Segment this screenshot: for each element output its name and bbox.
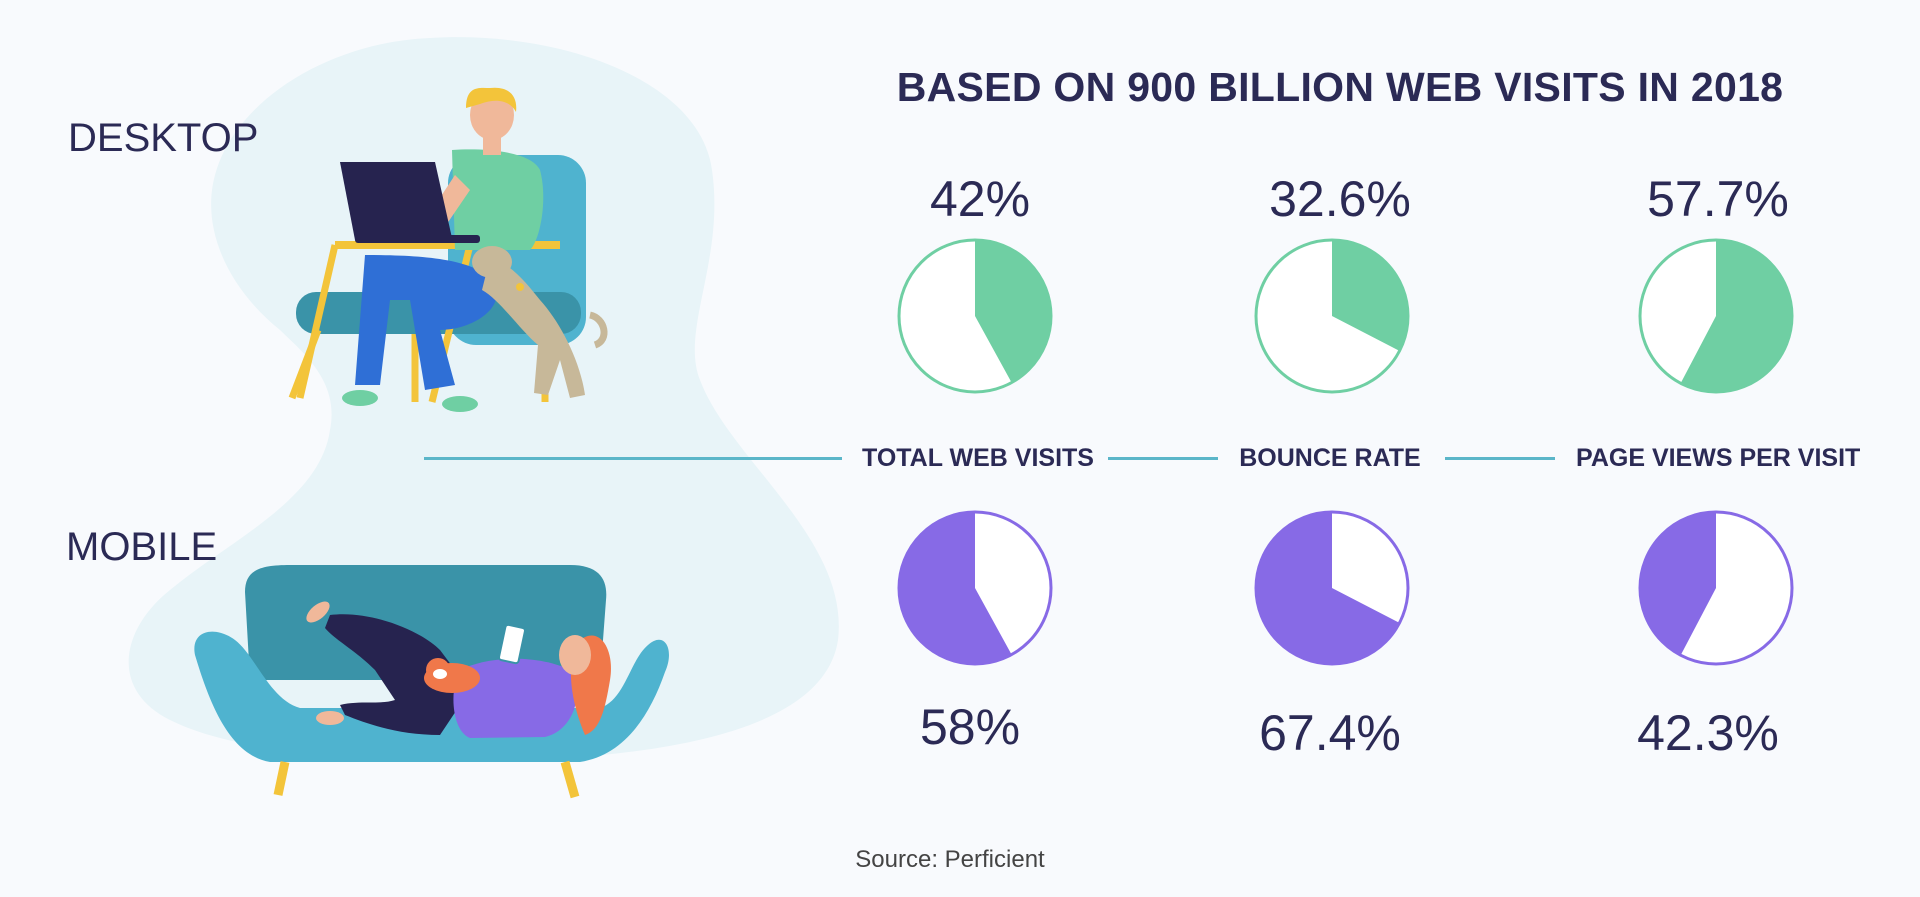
desktop-label: DESKTOP bbox=[68, 116, 259, 160]
desktop-pie-slice bbox=[1680, 240, 1792, 393]
mobile-pie-slice bbox=[1256, 512, 1400, 664]
desktop-pie bbox=[1638, 238, 1794, 394]
metric-label-bounce-rate: BOUNCE RATE bbox=[1239, 444, 1421, 472]
desktop-value-label: 57.7% bbox=[1647, 171, 1789, 227]
desktop-pie bbox=[1254, 238, 1410, 394]
mobile-value-label: 67.4% bbox=[1259, 705, 1401, 761]
desktop-person-icon bbox=[288, 87, 608, 412]
desktop-value-label: 32.6% bbox=[1269, 171, 1411, 227]
mobile-pie bbox=[1638, 510, 1794, 666]
mobile-pie-slice bbox=[1639, 512, 1716, 656]
connector-line bbox=[1445, 457, 1555, 460]
desktop-pie-slice bbox=[1332, 240, 1409, 351]
desktop-value-label: 42% bbox=[929, 171, 1031, 227]
source-note: Source: Perficient bbox=[855, 846, 1045, 873]
mobile-pie bbox=[1254, 510, 1410, 666]
metric-label-total-web-visits: TOTAL WEB VISITS bbox=[862, 444, 1094, 472]
mobile-pie-slice bbox=[898, 512, 1012, 664]
connector-line bbox=[1108, 457, 1218, 460]
mobile-value-label: 58% bbox=[919, 699, 1021, 755]
mobile-label: MOBILE bbox=[66, 525, 218, 569]
metric-label-page-views-per-visit: PAGE VIEWS PER VISIT bbox=[1576, 444, 1861, 472]
desktop-pie bbox=[897, 238, 1053, 394]
mobile-pie bbox=[897, 510, 1053, 666]
desktop-pie-slice bbox=[975, 240, 1051, 383]
mobile-value-label: 42.3% bbox=[1637, 705, 1779, 761]
mobile-person-icon bbox=[194, 565, 669, 799]
chart-title: BASED ON 900 BILLION WEB VISITS IN 2018 bbox=[896, 64, 1784, 110]
connector-line bbox=[424, 457, 842, 460]
